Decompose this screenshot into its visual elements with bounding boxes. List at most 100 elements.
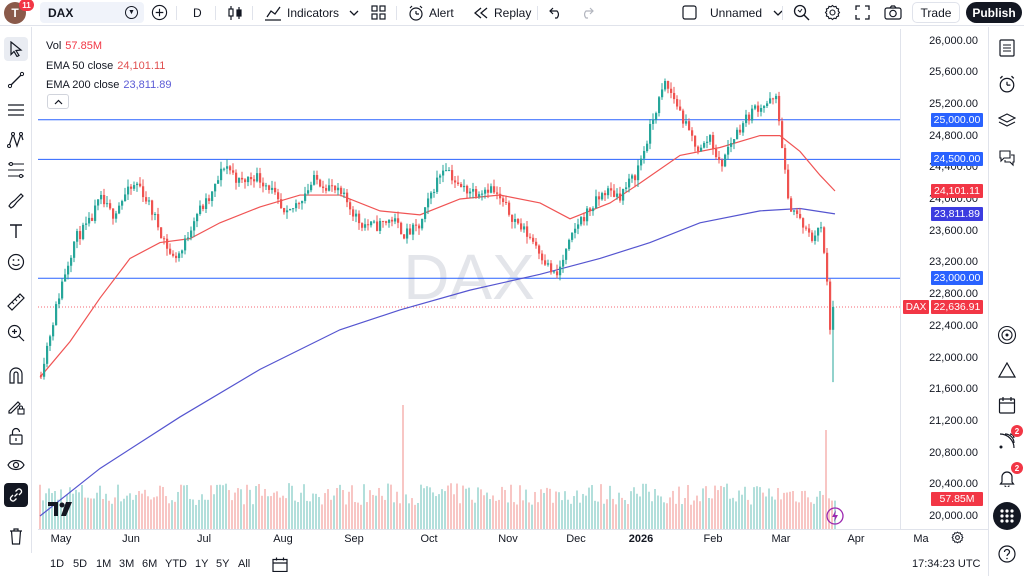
snapshot-button[interactable] [884, 0, 902, 25]
publish-button[interactable]: Publish [966, 2, 1022, 23]
quick-search-button[interactable] [793, 0, 810, 25]
layout-button[interactable]: Unnamed [682, 0, 783, 25]
range-button-1m[interactable]: 1M [96, 558, 112, 570]
legend-volume-row[interactable]: Vol 57.85M [46, 37, 172, 57]
cursor-tool[interactable] [4, 37, 28, 61]
price-tick-label: 21,200.00 [929, 414, 978, 427]
lock-drawings-tool[interactable] [4, 424, 28, 448]
range-button-5d[interactable]: 5D [73, 558, 88, 570]
fib-levels-icon [8, 162, 24, 178]
stay-drawing-tool[interactable] [4, 394, 28, 418]
symbol-search-input[interactable]: DAX ▼ [40, 2, 144, 23]
candle-body [325, 188, 328, 191]
emoji-tool[interactable] [4, 250, 28, 274]
tradingview-logo-icon[interactable] [48, 502, 74, 521]
volume-bar [75, 489, 77, 529]
trade-button[interactable]: Trade [912, 2, 960, 23]
volume-bar [129, 493, 131, 529]
apps-grid-icon [1000, 509, 1014, 523]
help-button[interactable] [995, 542, 1019, 566]
volume-bar [189, 498, 191, 529]
compare-icon[interactable]: ▼ [125, 6, 138, 19]
watchlist-button[interactable] [995, 36, 1019, 60]
widget-bar: 2 2 [988, 27, 1024, 576]
indicators-button[interactable]: Indicators [264, 0, 339, 25]
candle-body [652, 119, 655, 124]
indicators-dropdown[interactable] [349, 0, 359, 25]
calendar-icon [998, 397, 1016, 414]
magnet-tool[interactable] [4, 363, 28, 387]
alert-button[interactable]: Alert [408, 0, 454, 25]
fullscreen-button[interactable] [855, 0, 870, 25]
brush-tool[interactable] [4, 188, 28, 212]
range-button-5y[interactable]: 5Y [216, 558, 230, 570]
volume-bar [705, 486, 707, 529]
range-button-ytd[interactable]: YTD [165, 558, 187, 570]
notifications-button[interactable]: 2 [995, 462, 1023, 490]
alerts-panel-button[interactable] [995, 72, 1019, 96]
templates-button[interactable] [371, 0, 386, 25]
horizontal-lines-tool[interactable] [4, 98, 28, 122]
utc-clock[interactable]: 17:34:23 UTC [912, 558, 981, 570]
volume-bar [714, 485, 716, 529]
price-tick-label: 24,800.00 [929, 129, 978, 142]
undo-button[interactable] [549, 0, 563, 25]
range-button-all[interactable]: All [238, 558, 251, 570]
legend-ema200-row[interactable]: EMA 200 close 23,811.89 [46, 76, 172, 96]
candle-body [682, 110, 685, 124]
volume-bar [534, 491, 536, 529]
range-button-6m[interactable]: 6M [142, 558, 158, 570]
candle-body [442, 170, 445, 176]
gear-icon [951, 531, 964, 544]
candle-body [748, 114, 751, 121]
link-tool[interactable] [4, 483, 28, 507]
text-tool[interactable] [4, 219, 28, 243]
pitchfork-tool[interactable] [4, 128, 28, 152]
candle-body [277, 192, 280, 200]
candle-body [559, 266, 562, 276]
volume-bar [390, 484, 392, 529]
zoom-tool[interactable] [4, 321, 28, 345]
trash-icon [10, 527, 22, 545]
candle-body [385, 221, 388, 223]
axis-settings-button[interactable] [951, 531, 964, 549]
range-button-1y[interactable]: 1Y [195, 558, 209, 570]
settings-button[interactable] [824, 0, 841, 25]
remove-drawings-tool[interactable] [4, 524, 28, 548]
legend-ema50-row[interactable]: EMA 50 close 24,101.11 [46, 57, 172, 77]
volume-bar [453, 494, 455, 529]
calendar-button[interactable] [995, 393, 1019, 417]
candle-body [337, 187, 340, 191]
screeners-button[interactable] [995, 323, 1019, 347]
chart-pane[interactable]: DAX [38, 29, 988, 553]
measure-tool[interactable] [4, 290, 28, 314]
chart-type-button[interactable] [227, 0, 243, 25]
replay-button[interactable]: Replay [473, 0, 531, 25]
candle-body [781, 121, 784, 149]
volume-bar [378, 487, 380, 529]
candle-body [46, 345, 49, 364]
pine-editor-button[interactable] [995, 358, 1019, 382]
camera-icon [884, 5, 902, 20]
price-chart-canvas[interactable]: DAX [38, 29, 900, 529]
ideas-stream-button[interactable]: 2 [995, 425, 1023, 453]
interval-button[interactable]: D [193, 0, 202, 25]
candle-body [361, 223, 364, 228]
flash-circle-icon[interactable] [826, 507, 844, 525]
range-button-1d[interactable]: 1D [50, 558, 65, 570]
add-symbol-button[interactable] [151, 0, 168, 25]
price-tick-label: 23,600.00 [929, 224, 978, 237]
volume-bar [93, 498, 95, 529]
fib-tool[interactable] [4, 158, 28, 182]
chats-button[interactable] [995, 146, 1019, 170]
redo-button[interactable] [580, 0, 594, 25]
object-tree-button[interactable] [995, 109, 1019, 133]
price-axis[interactable]: 26,000.00 25,600.00 25,200.00 24,800.00 24,4… [900, 29, 988, 529]
trend-line-tool[interactable] [4, 68, 28, 92]
legend-collapse-button[interactable] [47, 94, 69, 109]
calendar-goto-icon[interactable] [272, 557, 288, 572]
range-button-3m[interactable]: 3M [119, 558, 135, 570]
time-axis[interactable]: May Jun Jul Aug Sep Oct Nov Dec 2026 Feb Mar Apr Ma [38, 529, 988, 546]
products-menu-button[interactable] [993, 502, 1021, 530]
hide-drawings-tool[interactable] [4, 453, 28, 477]
